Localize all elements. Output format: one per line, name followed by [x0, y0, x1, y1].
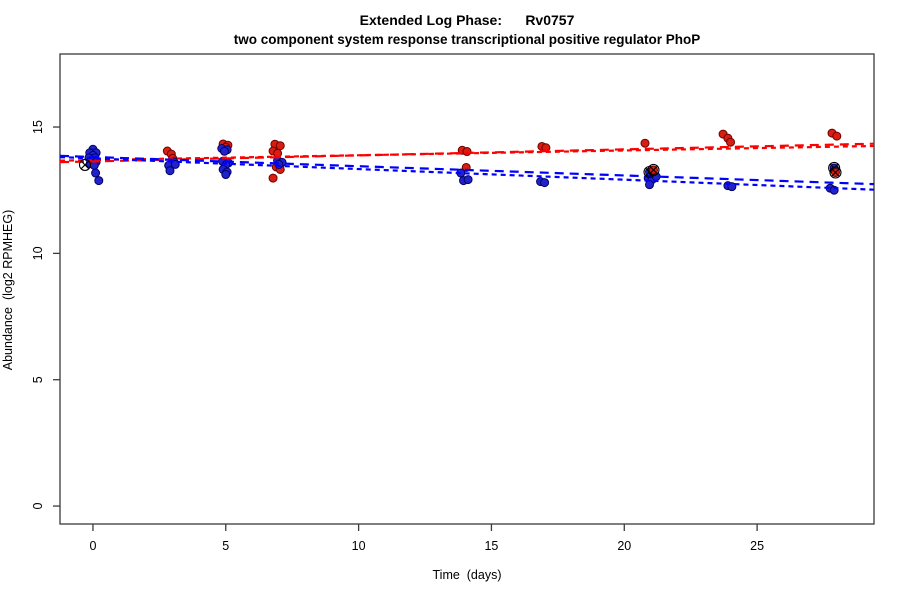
- data-point-blue: [165, 166, 175, 176]
- data-point-blue: [219, 146, 229, 156]
- circle-x-outlier-marker: [647, 163, 660, 177]
- data-point-red: [832, 131, 842, 141]
- data-point-blue: [91, 168, 101, 178]
- x-tick-label: 10: [352, 539, 366, 553]
- data-point-blue: [463, 175, 473, 185]
- x-tick-label: 15: [484, 539, 498, 553]
- x-tick-label: 20: [617, 539, 631, 553]
- plot-border: [59, 53, 875, 525]
- data-point-red: [726, 137, 736, 147]
- red-fit-2-trend-line: [59, 144, 875, 162]
- x-tick-label: 5: [222, 539, 229, 553]
- data-point-blue: [89, 160, 99, 170]
- data-point-red: [640, 138, 650, 148]
- y-tick-label: 0: [31, 503, 45, 510]
- blue-fit-1-trend-line: [59, 154, 875, 186]
- y-tick-label: 15: [31, 120, 45, 134]
- data-point-red: [275, 141, 285, 151]
- data-point-blue: [221, 170, 231, 180]
- data-point-blue: [94, 176, 104, 186]
- circle-x-outlier-marker: [829, 166, 842, 179]
- blue-fit-2-trend-line: [59, 155, 875, 191]
- y-tick-label: 10: [31, 246, 45, 260]
- y-tick-label: 5: [31, 376, 45, 383]
- data-point-red: [268, 173, 278, 183]
- data-point-blue: [645, 180, 655, 190]
- y-axis-label: Abundance (log2 RPMHEG): [1, 209, 15, 371]
- x-axis-label: Time (days): [432, 568, 502, 582]
- data-point-blue: [540, 178, 550, 188]
- circle-x-outlier-marker: [78, 158, 92, 171]
- x-tick-label: 25: [750, 539, 764, 553]
- x-tick-label: 0: [89, 539, 96, 553]
